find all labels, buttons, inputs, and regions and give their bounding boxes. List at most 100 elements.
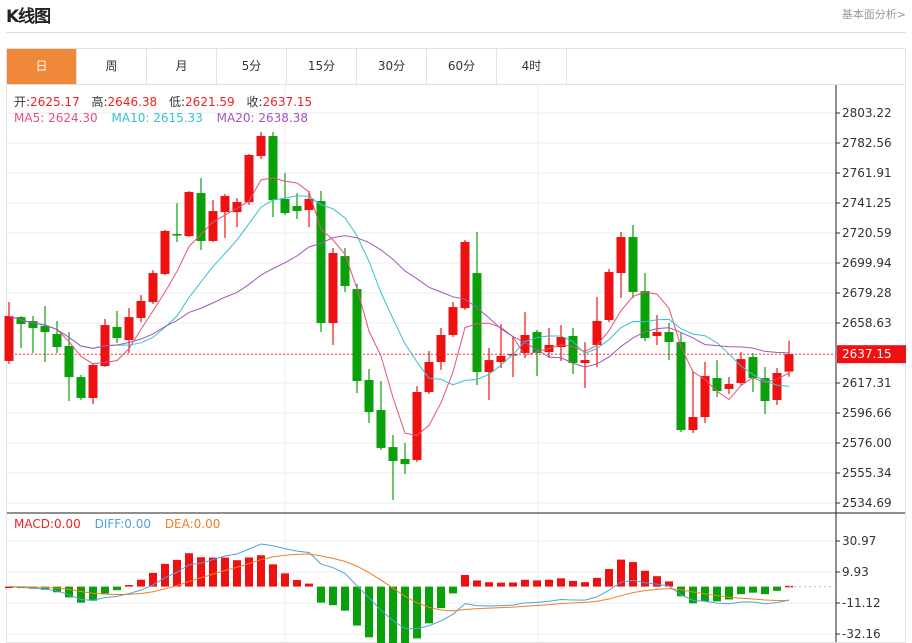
candle-down (52, 334, 62, 348)
candle-down (40, 325, 50, 333)
price-tick-label: 2699.94 (842, 256, 892, 270)
candle-down (76, 377, 86, 398)
ma20-line (8, 235, 790, 368)
macd-bar (485, 582, 493, 587)
price-tick-label: 2596.66 (842, 406, 892, 420)
candle-down (280, 199, 290, 214)
candle-up (652, 332, 662, 336)
macd-bar (53, 586, 61, 593)
candle-up (232, 202, 242, 213)
candle-up (784, 354, 794, 372)
macd-bar (269, 564, 277, 587)
candle-down (568, 335, 578, 363)
candle-down (28, 321, 38, 328)
macd-bar (77, 586, 85, 603)
candle-up (460, 241, 470, 309)
candle-down (664, 332, 674, 343)
tab-5min[interactable]: 5分 (217, 49, 287, 84)
candle-down (292, 205, 302, 212)
fundamental-analysis-link[interactable]: 基本面分析> (841, 8, 906, 21)
ma5-value: MA5: 2624.30 (14, 111, 98, 125)
price-tick-label: 2720.59 (842, 226, 892, 240)
candle-down (172, 234, 182, 236)
macd-bar (281, 573, 289, 587)
close-value: 2637.15 (262, 95, 313, 109)
macd-bar (245, 557, 253, 587)
tab-week[interactable]: 周 (77, 49, 147, 84)
tab-15min[interactable]: 15分 (287, 49, 357, 84)
candle-down (712, 378, 722, 392)
candle-down (676, 342, 686, 431)
candle-down (640, 291, 650, 338)
macd-bar (305, 583, 313, 587)
macd-bar (329, 586, 337, 606)
tab-30min[interactable]: 30分 (357, 49, 427, 84)
candle-up (484, 360, 494, 372)
macd-bar (161, 563, 169, 587)
macd-bar (713, 586, 721, 602)
macd-bar (425, 586, 433, 624)
price-tick-label: 2679.28 (842, 286, 892, 300)
price-tick-label: 2555.34 (842, 466, 892, 480)
price-tick-label: 2761.91 (842, 166, 892, 180)
candle-down (316, 201, 326, 324)
macd-bar (65, 586, 73, 598)
dea-value: DEA:0.00 (164, 517, 221, 531)
macd-bar (521, 579, 529, 587)
macd-bar (353, 586, 361, 626)
candle-up (4, 316, 14, 361)
candle-up (136, 300, 146, 318)
price-tick-label: 2803.22 (842, 106, 892, 120)
candle-up (304, 199, 314, 211)
macd-bar (725, 586, 733, 600)
candle-up (412, 392, 422, 460)
macd-bar (221, 557, 229, 587)
candle-down (472, 273, 482, 372)
candle-down (400, 458, 410, 465)
ma20-value: MA20: 2638.38 (216, 111, 308, 125)
macd-bar (593, 577, 601, 587)
candle-down (340, 256, 350, 287)
macd-bar (737, 586, 745, 595)
macd-bar (257, 555, 265, 587)
candle-down (112, 326, 122, 338)
tab-4hour[interactable]: 4时 (497, 49, 567, 84)
ma10-line (8, 195, 790, 387)
candle-down (64, 345, 74, 378)
tab-month[interactable]: 月 (147, 49, 217, 84)
macd-bar (5, 586, 13, 589)
macd-bar (389, 586, 397, 643)
macd-bar (449, 586, 457, 594)
macd-bar (773, 586, 781, 591)
macd-tick-label: -11.12 (842, 596, 881, 610)
candle-up (736, 359, 746, 384)
candle-down (748, 357, 758, 379)
macd-bar (365, 586, 373, 638)
diff-line (8, 543, 790, 630)
macd-bar (209, 557, 217, 587)
period-tabs: 日 周 月 5分 15分 30分 60分 4时 (6, 48, 906, 84)
macd-bar (341, 586, 349, 611)
divider (6, 32, 906, 33)
candle-up (436, 334, 446, 362)
candle-up (556, 336, 566, 348)
tab-day[interactable]: 日 (7, 49, 77, 84)
price-tick-label: 2741.25 (842, 196, 892, 210)
candle-up (616, 237, 626, 274)
macd-value: MACD:0.00 (14, 517, 81, 531)
candle-down (532, 332, 542, 353)
candle-up (220, 195, 230, 213)
macd-bar (461, 574, 469, 587)
candle-up (592, 321, 602, 345)
macd-bar (173, 559, 181, 587)
tab-60min[interactable]: 60分 (427, 49, 497, 84)
ma5-line (8, 177, 790, 436)
macd-bar (689, 586, 697, 604)
diff-value: DIFF:0.00 (94, 517, 151, 531)
macd-bar (677, 586, 685, 597)
macd-bar (473, 580, 481, 587)
macd-tick-label: -32.16 (842, 627, 881, 641)
macd-bar (533, 580, 541, 587)
open-label: 开: (14, 95, 31, 109)
